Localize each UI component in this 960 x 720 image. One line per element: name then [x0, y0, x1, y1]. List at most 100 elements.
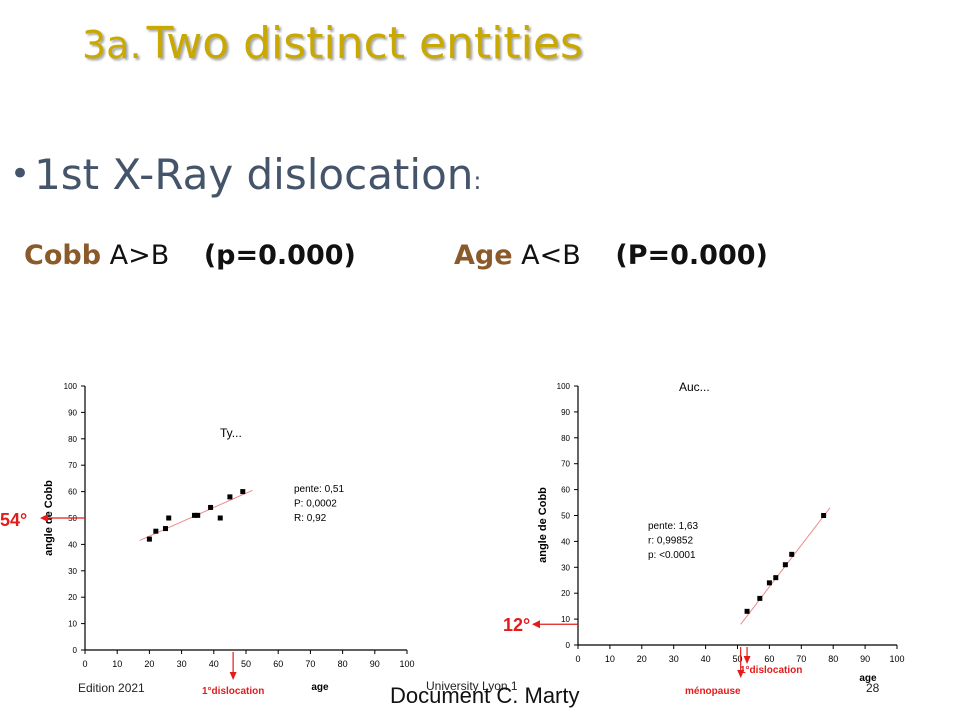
- title-text: Two distinct entities: [146, 18, 583, 69]
- chart2-x-tick-label: 50: [732, 654, 742, 664]
- chart2-x-tick-label: 30: [669, 654, 679, 664]
- bullet-line: •1st X-Ray dislocation:: [10, 150, 481, 199]
- chart2-y-tick-label: 70: [561, 460, 570, 469]
- chart2-y-marker-arrow-icon: [532, 620, 540, 629]
- chart1-data-point: [146, 536, 152, 542]
- chart2-data-point: [766, 580, 772, 586]
- chart1-y-tick-label: 100: [64, 382, 78, 391]
- chart2-y-tick-label: 60: [561, 486, 570, 495]
- slide-title: 3a. Two distinct entities: [82, 18, 583, 69]
- footer-page-number: 28: [866, 681, 880, 695]
- chart1-data-point: [240, 489, 246, 495]
- bullet-dot-icon: •: [10, 154, 31, 194]
- footer-edition: Edition 2021: [78, 681, 145, 695]
- chart1-x-tick-label: 80: [338, 659, 348, 669]
- chart1-y-marker-arrow-icon: [40, 514, 48, 522]
- age-stat: Age A<B (P=0.000): [454, 240, 768, 271]
- chart1-data-point: [153, 528, 159, 534]
- chart1-data-point: [217, 515, 223, 521]
- chart2-y-tick-label: 80: [561, 434, 570, 443]
- cobb-p-value: (p=0.000): [203, 240, 356, 271]
- chart2-y-tick-label: 0: [566, 641, 571, 650]
- chart1-x-tick-label: 0: [82, 659, 87, 669]
- chart1-y-tick-label: 20: [68, 593, 77, 602]
- chart1-x-tick-label: 20: [144, 659, 154, 669]
- chart2-data-point: [757, 595, 763, 601]
- chart2-data-point: [773, 575, 779, 581]
- chart2-y-tick-label: 50: [561, 512, 570, 521]
- age-comparison: A<B: [521, 240, 581, 271]
- chart2-data-point: [821, 513, 827, 518]
- chart2-title: Auc...: [679, 380, 710, 394]
- chart2-y-marker-label: 12°: [503, 615, 530, 635]
- chart2-x-marker-label: 1°dislocation: [740, 665, 802, 676]
- chart1-x-tick-label: 100: [399, 659, 414, 669]
- cobb-stat: Cobb A>B (p=0.000): [24, 240, 356, 271]
- chart2-x-tick-label: 90: [860, 654, 870, 664]
- chart1-x-tick-label: 60: [273, 659, 283, 669]
- age-key: Age: [454, 240, 513, 271]
- chart2-x-tick-label: 80: [828, 654, 838, 664]
- chart2-data-point: [744, 608, 750, 614]
- chart1-y-tick-label: 10: [68, 620, 77, 629]
- chart1-y-tick-label: 0: [73, 646, 78, 655]
- chart2-y-tick-label: 100: [557, 382, 571, 391]
- chart1-y-tick-label: 40: [68, 540, 77, 549]
- chart1-x-tick-label: 50: [241, 659, 251, 669]
- chart1-data-point: [166, 515, 172, 521]
- chart2-x-tick-label: 0: [575, 654, 580, 664]
- chart2-x-tick-label: 60: [764, 654, 774, 664]
- chart2-x-marker2-label: ménopause: [685, 686, 741, 697]
- chart2-x-marker-arrow-icon: [743, 656, 751, 664]
- chart1-data-point: [195, 512, 201, 518]
- chart1-x-tick-label: 70: [305, 659, 315, 669]
- chart1-stat-line: R: 0,92: [294, 513, 327, 524]
- chart1-x-marker-arrow-icon: [229, 672, 237, 680]
- chart1-x-marker-label: 1°dislocation: [202, 686, 264, 697]
- chart1-stat-line: P: 0,0002: [294, 499, 337, 510]
- chart2-stat-line: p: <0.0001: [648, 550, 696, 561]
- chart1-y-tick-label: 30: [68, 567, 77, 576]
- chart1-y-tick-label: 60: [68, 488, 77, 497]
- chart1-x-tick-label: 40: [209, 659, 219, 669]
- chart1-data-point: [163, 526, 168, 532]
- chart1-y-tick-label: 90: [68, 408, 77, 417]
- chart2-y-tick-label: 30: [561, 563, 570, 572]
- chart2-y-tick-label: 40: [561, 537, 570, 546]
- footer-university: University Lyon 1: [426, 679, 518, 693]
- chart1-x-tick-label: 90: [370, 659, 380, 669]
- chart2-y-tick-label: 90: [561, 408, 570, 417]
- chart1-data-point: [208, 504, 214, 510]
- chart2-x-tick-label: 100: [889, 654, 904, 664]
- age-p-value: (P=0.000): [615, 240, 768, 271]
- chart2-y-tick-label: 20: [561, 589, 570, 598]
- chart1-data-point: [191, 512, 197, 518]
- chart1-y-marker-label: 54°: [0, 510, 27, 530]
- chart1-x-tick-label: 30: [177, 659, 187, 669]
- chart2-data-point: [782, 562, 788, 568]
- chart2-x-tick-label: 10: [605, 654, 615, 664]
- chart1-title: Ty...: [220, 426, 242, 440]
- bullet-colon: :: [473, 167, 482, 195]
- chart2-x-axis-label: age: [859, 673, 877, 684]
- cobb-key: Cobb: [24, 240, 102, 271]
- chart2-x-tick-label: 40: [701, 654, 711, 664]
- chart2-data-point: [789, 551, 795, 557]
- chart1-x-tick-label: 10: [112, 659, 122, 669]
- document-credit: Document C. Marty: [390, 683, 580, 708]
- cobb-comparison: A>B: [109, 240, 170, 271]
- chart2-stat-line: pente: 1,63: [648, 521, 698, 532]
- chart1-y-tick-label: 80: [68, 435, 77, 444]
- chart2-x-marker2-arrow-icon: [737, 670, 745, 678]
- title-number: 3a.: [82, 23, 142, 67]
- chart1-data-point: [227, 494, 233, 500]
- bullet-text: 1st X-Ray dislocation: [34, 150, 474, 199]
- chart1-y-tick-label: 70: [68, 461, 77, 470]
- chart1-x-axis-label: age: [311, 682, 329, 693]
- chart2-x-tick-label: 20: [637, 654, 647, 664]
- chart1-stat-line: pente: 0,51: [294, 484, 344, 495]
- chart2-x-tick-label: 70: [796, 654, 806, 664]
- chart2-y-axis-label: angle de Cobb: [537, 487, 549, 563]
- chart2-stat-line: r: 0,99852: [648, 536, 693, 547]
